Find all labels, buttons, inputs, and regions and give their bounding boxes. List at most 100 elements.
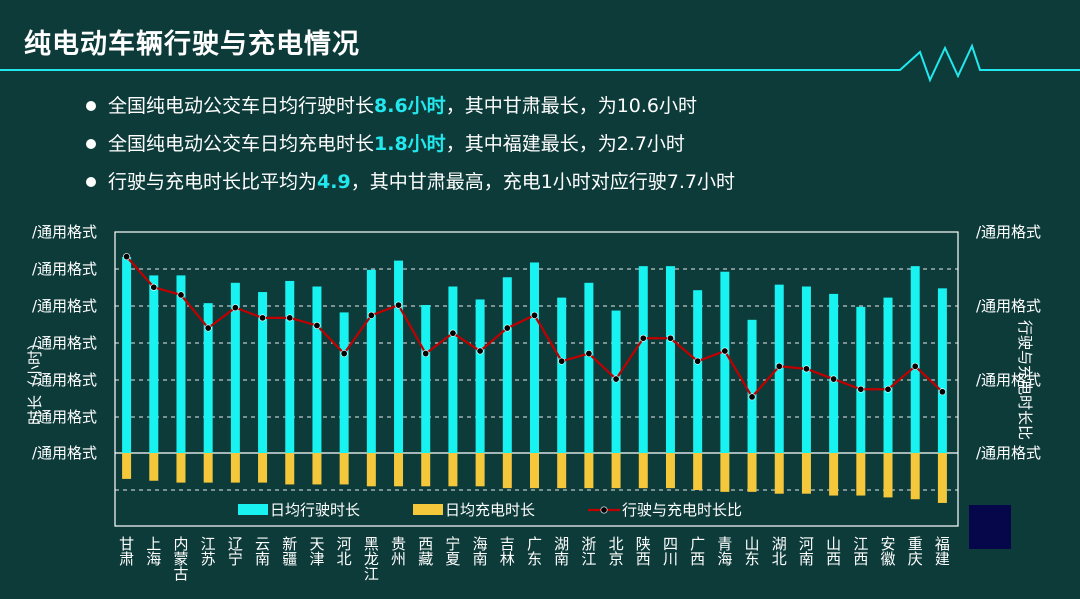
x-tick-label: 吉林 bbox=[500, 535, 515, 568]
x-tick-label: 海南 bbox=[473, 535, 488, 568]
legend-swatch-drive bbox=[238, 504, 268, 515]
bar-drive bbox=[230, 282, 240, 453]
y-right-tick-label: /通用格式 bbox=[976, 444, 1041, 462]
bullet-text: 行驶与充电时长比平均为 bbox=[108, 171, 318, 193]
bar-drive bbox=[829, 293, 839, 453]
bar-charge bbox=[720, 453, 730, 492]
x-tick-label: 浙江 bbox=[581, 535, 596, 568]
bullet-highlight: 4.9 bbox=[317, 171, 351, 193]
bar-charge bbox=[312, 453, 322, 485]
bar-drive bbox=[394, 260, 404, 453]
bar-charge bbox=[856, 453, 866, 496]
bar-charge bbox=[829, 453, 839, 496]
ratio-point bbox=[558, 357, 566, 365]
ratio-point bbox=[612, 375, 620, 383]
bar-charge bbox=[693, 453, 703, 490]
bar-drive bbox=[557, 297, 567, 453]
bullet-highlight: 8.6小时 bbox=[374, 95, 446, 117]
bar-charge bbox=[910, 453, 920, 500]
bar-drive bbox=[937, 288, 947, 453]
y-left-tick-label: /通用格式 bbox=[32, 371, 97, 389]
bullet-item: 全国纯电动公交车日均充电时长1.8小时，其中福建最长，为2.7小时 bbox=[86, 130, 735, 168]
ratio-point bbox=[666, 334, 674, 342]
y-right-tick-label: /通用格式 bbox=[976, 371, 1041, 389]
ratio-point bbox=[721, 347, 729, 355]
x-tick-label: 黑龙江 bbox=[364, 535, 379, 583]
x-tick-label: 北京 bbox=[609, 535, 624, 568]
x-tick-label: 陕西 bbox=[636, 535, 651, 568]
bullet-text: ，其中甘肃最高，充电1小时对应行驶7.7小时 bbox=[350, 171, 735, 193]
ratio-point bbox=[830, 375, 838, 383]
bar-charge bbox=[176, 453, 186, 483]
x-tick-label: 重庆 bbox=[908, 535, 923, 568]
legend-label-drive: 日均行驶时长 bbox=[270, 501, 360, 519]
y-right-tick-label: /通用格式 bbox=[976, 223, 1041, 241]
bar-drive bbox=[665, 266, 675, 453]
ratio-point bbox=[694, 357, 702, 365]
bullet-dot bbox=[86, 139, 96, 149]
bar-drive bbox=[910, 266, 920, 453]
bullet-dot bbox=[86, 101, 96, 111]
bar-charge bbox=[502, 453, 512, 489]
ratio-point bbox=[857, 385, 865, 393]
ratio-point bbox=[884, 385, 892, 393]
x-tick-label: 西藏 bbox=[418, 535, 433, 568]
bullet-dot bbox=[86, 177, 96, 187]
x-tick-label: 江苏 bbox=[201, 535, 216, 568]
bar-charge bbox=[285, 453, 295, 485]
y-right-axis-title: 行驶与充电时长比 bbox=[1016, 320, 1034, 440]
bullet-highlight: 1.8小时 bbox=[374, 133, 446, 155]
ratio-point bbox=[911, 362, 919, 370]
bar-charge bbox=[339, 453, 349, 485]
bar-drive bbox=[258, 292, 268, 453]
bar-charge bbox=[611, 453, 621, 489]
bar-charge bbox=[448, 453, 458, 487]
ratio-point bbox=[585, 350, 593, 358]
x-tick-label: 安徽 bbox=[881, 535, 896, 568]
bar-charge bbox=[801, 453, 811, 494]
legend-label-ratio: 行驶与充电时长比 bbox=[622, 501, 742, 519]
x-tick-label: 广西 bbox=[690, 535, 705, 568]
x-tick-label: 天津 bbox=[309, 535, 324, 568]
bar-charge bbox=[774, 453, 784, 494]
x-tick-label: 甘肃 bbox=[119, 535, 134, 568]
page-title: 纯电动车辆行驶与充电情况 bbox=[24, 29, 360, 60]
bar-drive bbox=[122, 256, 132, 453]
ratio-point bbox=[802, 365, 810, 373]
x-tick-label: 新疆 bbox=[282, 535, 297, 568]
bar-charge bbox=[258, 453, 268, 483]
bullet-text: 全国纯电动公交车日均充电时长 bbox=[108, 133, 375, 155]
bar-charge bbox=[394, 453, 404, 487]
ratio-point bbox=[775, 362, 783, 370]
bar-drive bbox=[203, 303, 213, 453]
ratio-point bbox=[123, 253, 131, 261]
bullet-text: 全国纯电动公交车日均行驶时长 bbox=[108, 95, 375, 117]
bar-charge bbox=[230, 453, 240, 483]
x-tick-label: 宁夏 bbox=[445, 535, 460, 568]
bar-charge bbox=[665, 453, 675, 489]
x-tick-label: 江西 bbox=[853, 535, 868, 568]
bar-charge bbox=[638, 453, 648, 489]
bar-drive bbox=[530, 262, 539, 453]
bar-drive bbox=[883, 297, 893, 453]
bar-charge bbox=[149, 453, 159, 481]
bullet-item: 行驶与充电时长比平均为4.9，其中甘肃最高，充电1小时对应行驶7.7小时 bbox=[86, 168, 735, 206]
plot-frame bbox=[114, 231, 959, 527]
ratio-point bbox=[639, 334, 647, 342]
y-left-axis-title: 时长（小时） bbox=[26, 335, 44, 425]
ratio-point bbox=[395, 301, 403, 309]
y-left-tick-label: /通用格式 bbox=[32, 444, 97, 462]
y-left-tick-label: /通用格式 bbox=[32, 223, 97, 241]
bullet-text: ，其中甘肃最长，为10.6小时 bbox=[445, 95, 697, 117]
bar-drive bbox=[720, 271, 730, 453]
x-tick-label: 山西 bbox=[826, 535, 841, 568]
bullet-text: ，其中福建最长，为2.7小时 bbox=[445, 133, 685, 155]
bar-charge bbox=[747, 453, 757, 492]
ratio-point bbox=[503, 324, 511, 332]
bar-charge bbox=[557, 453, 567, 489]
header-line bbox=[0, 43, 1080, 83]
x-tick-label: 山东 bbox=[745, 535, 760, 568]
x-tick-label: 湖北 bbox=[772, 535, 787, 568]
x-tick-label: 云南 bbox=[255, 535, 270, 568]
x-tick-label: 贵州 bbox=[391, 535, 406, 568]
